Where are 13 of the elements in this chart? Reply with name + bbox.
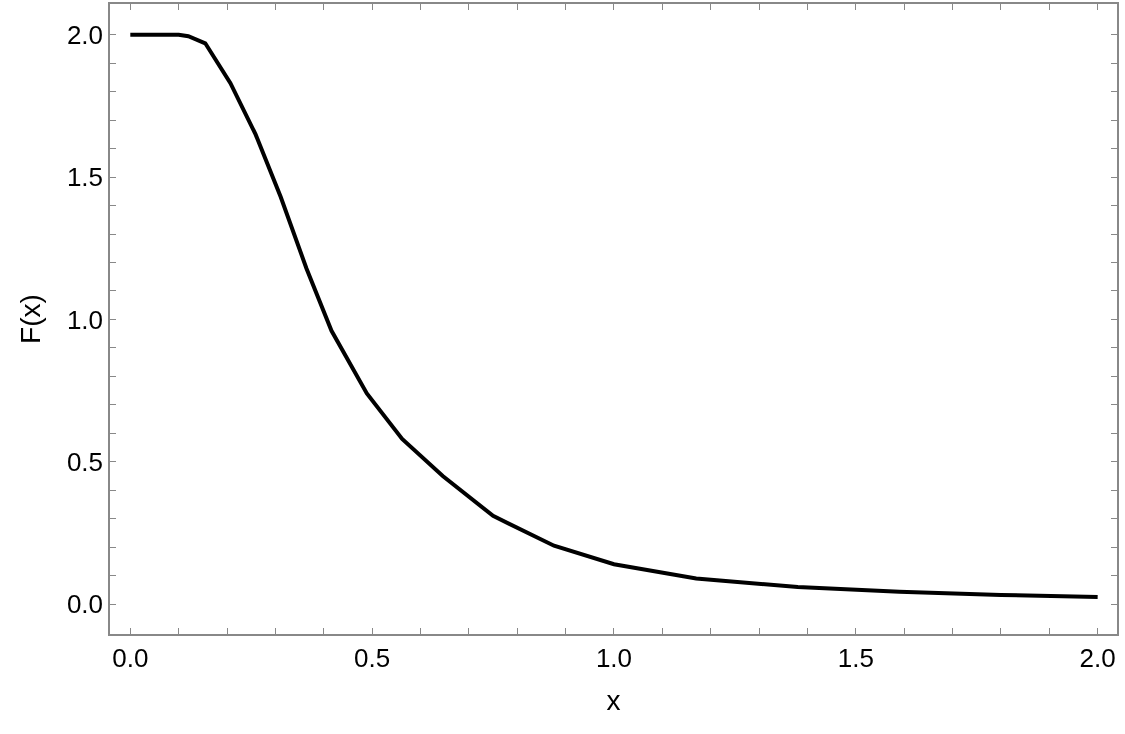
x-axis-title: x — [606, 684, 621, 716]
y-tick-label: 1.0 — [66, 304, 104, 335]
y-tick-label: 0.5 — [66, 446, 104, 477]
y-tick-label: 2.0 — [66, 19, 104, 50]
x-tick-label: 0.0 — [112, 642, 149, 673]
line-series — [128, 32, 1100, 599]
x-tick-label: 2.0 — [1079, 642, 1116, 673]
y-tick-label: 0.0 — [66, 589, 104, 620]
y-tick-label: 1.5 — [66, 162, 104, 193]
x-tick-label: 1.0 — [595, 642, 633, 673]
x-tick-label: 0.5 — [354, 642, 391, 673]
y-axis-title: F(x) — [15, 294, 47, 344]
x-tick-label: 1.5 — [837, 642, 874, 673]
